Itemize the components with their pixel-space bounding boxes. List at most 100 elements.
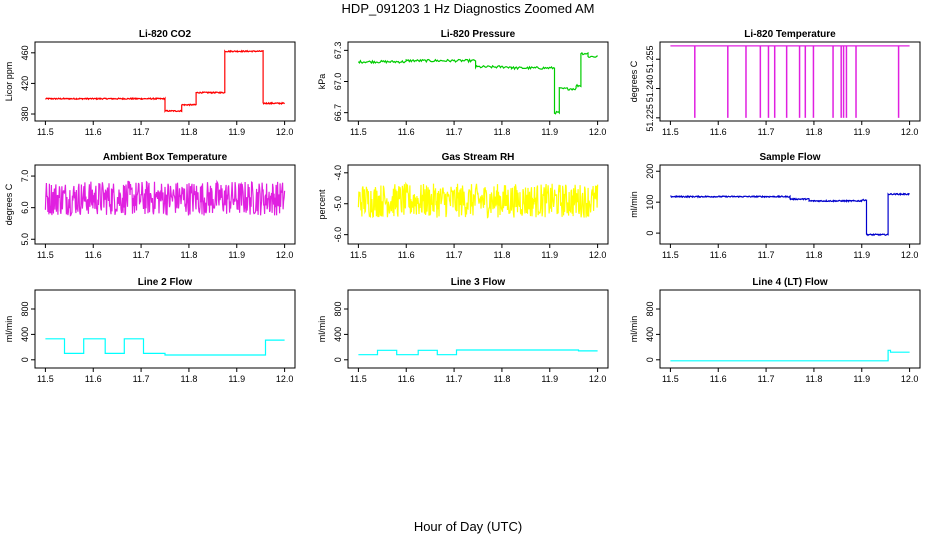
panel-line-2-flow-xtick-label: 11.7 <box>133 374 150 384</box>
panel-line-3-flow-xtick-label: 11.9 <box>541 374 558 384</box>
panel-li-820-pressure-xtick-label: 11.8 <box>493 127 510 137</box>
panel-li-820-pressure-title: Li-820 Pressure <box>441 29 516 40</box>
panel-li-820-pressure-xtick-label: 11.9 <box>541 127 558 137</box>
panel-line-2-flow-series <box>45 338 285 356</box>
panel-sample-flow: Sample Flow ml/min 11.5 11.6 11.7 11.8 11.9 12.… <box>629 152 921 260</box>
panel-gas-stream-rh-ytick-label: -4.0 <box>333 165 343 181</box>
panel-ambient-box-temperature-series <box>44 179 286 217</box>
panel-gas-stream-rh-frame <box>347 164 609 245</box>
panel-ambient-box-temperature-xtick-label: 11.8 <box>180 250 197 260</box>
panel-ambient-box-temperature-ytick-label: 7.0 <box>20 170 30 183</box>
panel-line-3-flow: Line 3 Flow ml/min 11.5 11.6 11.7 11.8 11.9 12.… <box>317 277 609 384</box>
panel-gas-stream-rh-xtick-label: 11.5 <box>350 250 367 260</box>
panel-li-820-pressure-frame <box>347 41 609 122</box>
panel-li-820-pressure-ylabel: kPa <box>317 74 327 90</box>
panel-gas-stream-rh-xtick-label: 11.7 <box>446 250 463 260</box>
panel-gas-stream-rh-ytick-label: -5.0 <box>333 196 343 212</box>
panel-ambient-box-temperature-line <box>44 179 286 217</box>
panel-line-2-flow-line <box>45 338 285 356</box>
panel-li-820-co2-ylabel: Licor ppm <box>4 62 14 102</box>
panel-sample-flow-xtick-label: 11.7 <box>758 250 775 260</box>
panel-li-820-co2-ytick-label: 420 <box>20 76 30 91</box>
panel-grid: Li-820 CO2 Licor ppm 11.5 11.6 11.7 11.8 11.9 1… <box>4 29 921 384</box>
panel-ambient-box-temperature-xtick-label: 12.0 <box>276 250 294 260</box>
panel-li-820-temperature-xtick-label: 11.9 <box>853 127 870 137</box>
panel-line-4-lt-flow-xtick-label: 11.7 <box>758 374 775 384</box>
panel-line-3-flow-xtick-label: 11.5 <box>350 374 367 384</box>
panel-line-2-flow-ytick-label: 0 <box>20 357 30 362</box>
panel-ambient-box-temperature-title: Ambient Box Temperature <box>103 152 228 163</box>
panel-li-820-co2-xtick-label: 11.5 <box>37 127 54 137</box>
panel-li-820-co2-xtick-label: 11.7 <box>133 127 150 137</box>
panel-gas-stream-rh-xtick-label: 11.8 <box>493 250 510 260</box>
panel-li-820-pressure-ytick-label: 66.7 <box>333 104 343 122</box>
panel-li-820-pressure-ytick-label: 67.0 <box>333 73 343 91</box>
panel-ambient-box-temperature-ylabel: degrees C <box>4 183 14 225</box>
panel-li-820-co2-series <box>44 49 285 113</box>
panel-li-820-pressure-xtick-label: 11.5 <box>350 127 367 137</box>
panel-line-3-flow-ytick-label: 0 <box>333 357 343 362</box>
panel-li-820-co2-title: Li-820 CO2 <box>139 29 192 40</box>
panel-line-2-flow-ytick-label: 800 <box>20 301 30 316</box>
panel-gas-stream-rh-ylabel: percent <box>317 189 327 220</box>
panel-li-820-co2-xtick-label: 11.6 <box>85 127 102 137</box>
panel-sample-flow-xtick-label: 11.8 <box>805 250 822 260</box>
panel-line-3-flow-xtick-label: 11.8 <box>493 374 510 384</box>
figure-title: HDP_091203 1 Hz Diagnostics Zoomed AM <box>342 1 595 16</box>
panel-gas-stream-rh-title: Gas Stream RH <box>442 152 515 163</box>
panel-gas-stream-rh-ytick-label: -6.0 <box>333 227 343 243</box>
panel-line-3-flow-xtick-label: 11.6 <box>398 374 415 384</box>
panel-gas-stream-rh-line <box>357 181 599 219</box>
panel-sample-flow-xtick-label: 11.5 <box>662 250 679 260</box>
panel-sample-flow-ytick-label: 0 <box>645 231 655 236</box>
panel-line-4-lt-flow-frame <box>659 289 921 369</box>
panel-line-4-lt-flow-xtick-label: 11.6 <box>710 374 727 384</box>
panel-ambient-box-temperature-xtick-label: 11.5 <box>37 250 54 260</box>
panel-ambient-box-temperature: Ambient Box Temperature degrees C 11.5 11.6… <box>4 152 296 260</box>
panel-line-4-lt-flow-ytick-label: 0 <box>645 357 655 362</box>
panel-li-820-temperature-ylabel: degrees C <box>629 60 639 102</box>
panel-li-820-temperature-series <box>670 45 910 118</box>
panel-li-820-temperature-ytick-label: 51.240 <box>645 75 655 103</box>
panel-line-2-flow-ylabel: ml/min <box>4 316 14 343</box>
panel-line-4-lt-flow-xtick-label: 11.8 <box>805 374 822 384</box>
panel-line-3-flow-ytick-label: 800 <box>333 301 343 316</box>
panel-sample-flow-xtick-label: 12.0 <box>901 250 919 260</box>
panel-li-820-co2-ytick-label: 460 <box>20 45 30 60</box>
panel-line-2-flow-xtick-label: 11.8 <box>180 374 197 384</box>
panel-line-3-flow-line <box>358 349 598 356</box>
panel-li-820-pressure-series <box>357 51 598 115</box>
panel-line-4-lt-flow-xtick-label: 11.5 <box>662 374 679 384</box>
panel-li-820-pressure-xtick-label: 11.7 <box>446 127 463 137</box>
panel-gas-stream-rh-xtick-label: 11.9 <box>541 250 558 260</box>
panel-line-2-flow-frame <box>34 289 296 369</box>
panel-line-4-lt-flow-title: Line 4 (LT) Flow <box>752 277 828 288</box>
panel-sample-flow-frame <box>659 164 921 245</box>
panel-line-4-lt-flow-xtick-label: 12.0 <box>901 374 919 384</box>
panel-line-3-flow-xtick-label: 12.0 <box>589 374 607 384</box>
panel-sample-flow-ylabel: ml/min <box>629 191 639 218</box>
panel-line-4-lt-flow-ylabel: ml/min <box>629 316 639 343</box>
panel-line-3-flow-title: Line 3 Flow <box>451 277 506 288</box>
panel-sample-flow-ytick-label: 200 <box>645 164 655 179</box>
panel-gas-stream-rh: Gas Stream RH percent 11.5 11.6 11.7 11.8 11.9… <box>317 152 609 260</box>
panel-line-4-lt-flow-series <box>670 349 910 362</box>
panel-li-820-temperature-ytick-label: 51.255 <box>645 45 655 73</box>
panel-sample-flow-xtick-label: 11.6 <box>710 250 727 260</box>
panel-li-820-pressure-ytick-label: 67.3 <box>333 42 343 60</box>
panel-ambient-box-temperature-xtick-label: 11.6 <box>85 250 102 260</box>
panel-sample-flow-series <box>670 192 910 237</box>
panel-line-4-lt-flow-ytick-label: 800 <box>645 301 655 316</box>
panel-line-3-flow-ylabel: ml/min <box>317 316 327 343</box>
panel-line-2-flow-xtick-label: 11.6 <box>85 374 102 384</box>
panel-li-820-temperature-frame <box>659 41 921 122</box>
panel-li-820-pressure-line <box>357 51 598 115</box>
panel-line-2-flow: Line 2 Flow ml/min 11.5 11.6 11.7 11.8 11.9 12.… <box>4 277 296 384</box>
panel-ambient-box-temperature-xtick-label: 11.9 <box>228 250 245 260</box>
panel-line-2-flow-xtick-label: 11.5 <box>37 374 54 384</box>
panel-li-820-co2-line <box>44 49 285 113</box>
panel-line-3-flow-series <box>358 349 598 356</box>
panel-line-2-flow-xtick-label: 12.0 <box>276 374 294 384</box>
panel-li-820-pressure: Li-820 Pressure kPa 11.5 11.6 11.7 11.8 11.9 12… <box>317 29 609 137</box>
